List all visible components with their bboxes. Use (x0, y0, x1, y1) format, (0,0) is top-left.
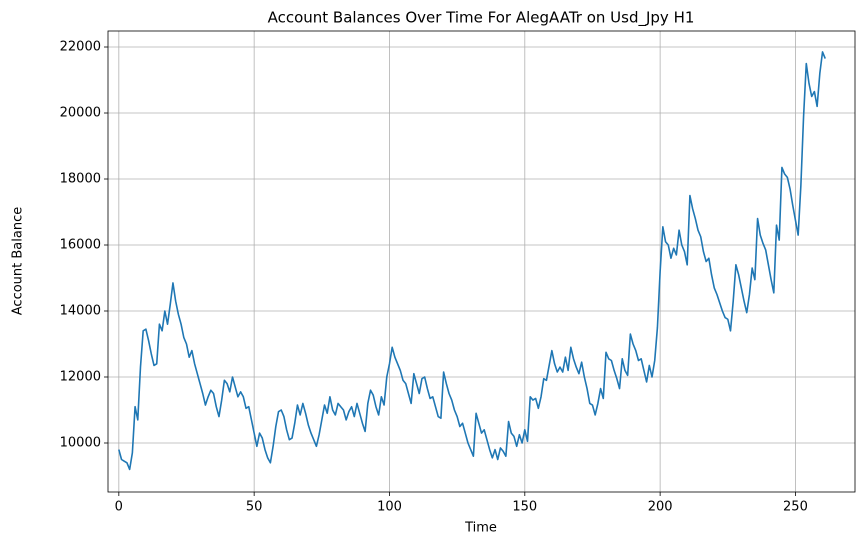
y-tick-label: 18000 (60, 172, 101, 187)
y-tick-label: 14000 (60, 303, 101, 318)
x-tick-label: 200 (648, 500, 673, 515)
y-tick-label: 12000 (60, 369, 101, 384)
x-tick-label: 50 (246, 500, 263, 515)
y-tick-label: 10000 (60, 435, 101, 450)
y-tick-label: 22000 (60, 40, 101, 55)
data-line (118, 51, 826, 471)
x-tick-label: 250 (783, 500, 808, 515)
chart-title: Account Balances Over Time For AlegAATr … (268, 9, 695, 28)
y-tick-label: 16000 (60, 238, 101, 253)
plot-frame (107, 30, 856, 493)
x-axis-label: Time (464, 521, 497, 536)
x-tick-label: 150 (512, 500, 537, 515)
y-tick-label: 20000 (60, 106, 101, 121)
y-axis-label: Account Balance (11, 207, 26, 315)
x-tick-label: 100 (377, 500, 402, 515)
x-tick-label: 0 (115, 500, 123, 515)
